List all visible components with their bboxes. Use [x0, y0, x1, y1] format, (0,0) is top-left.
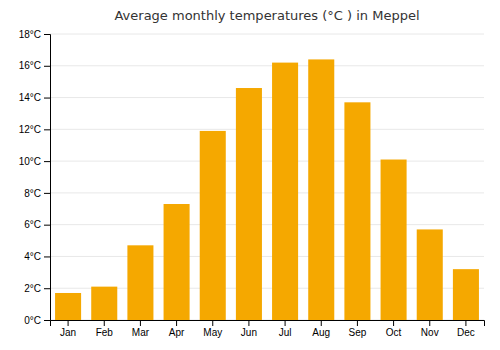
- tick-mark: [176, 320, 177, 326]
- grid-line: [50, 65, 484, 66]
- tick: Nov: [421, 320, 439, 338]
- tick-label: Jan: [60, 327, 76, 338]
- tick: 0°C: [24, 315, 50, 326]
- tick-label: Jul: [279, 327, 292, 338]
- tick: 6°C: [24, 219, 50, 230]
- tick-mark: [321, 320, 322, 326]
- tick: Oct: [386, 320, 402, 338]
- bar: [272, 63, 298, 320]
- tick-mark: [44, 256, 50, 257]
- tick: May: [203, 320, 222, 338]
- tick-mark: [44, 34, 50, 35]
- grid-line: [50, 161, 484, 162]
- tick-label: Sep: [349, 327, 367, 338]
- tick-mark: [357, 320, 358, 326]
- tick-mark: [104, 320, 105, 326]
- tick-label: 8°C: [24, 188, 41, 199]
- grid: [50, 34, 484, 320]
- tick-label: Mar: [132, 327, 150, 338]
- tick: 16°C: [19, 60, 50, 71]
- tick-label: 18°C: [19, 29, 41, 40]
- tick: Apr: [169, 320, 185, 338]
- grid-line: [50, 97, 484, 98]
- bar: [236, 88, 262, 320]
- bar: [453, 269, 479, 320]
- chart: 0°C 2°C 4°C 6°C 8°C 10°C 12°C 14°C 16°C 18°C Jan Fe…: [0, 0, 500, 350]
- tick-label: Apr: [169, 327, 185, 338]
- tick-label: May: [203, 327, 222, 338]
- tick: Aug: [312, 320, 330, 338]
- tick: Jun: [241, 320, 257, 338]
- tick-mark: [44, 225, 50, 226]
- axis-line: [51, 321, 485, 327]
- tick-mark: [140, 320, 141, 326]
- bar: [91, 287, 117, 320]
- bar: [381, 160, 407, 320]
- grid-line: [50, 192, 484, 193]
- tick-mark: [429, 320, 430, 326]
- tick-label: 14°C: [19, 92, 41, 103]
- tick: Jan: [60, 320, 76, 338]
- tick: Sep: [349, 320, 367, 338]
- tick-label: Aug: [312, 327, 330, 338]
- tick: 8°C: [24, 188, 50, 199]
- tick: 4°C: [24, 251, 50, 262]
- bars: [55, 59, 479, 320]
- tick-mark: [44, 161, 50, 162]
- tick-mark: [44, 129, 50, 130]
- bar: [417, 229, 443, 320]
- tick-label: Jun: [241, 327, 257, 338]
- tick: 12°C: [19, 124, 50, 135]
- tick-label: 6°C: [24, 219, 41, 230]
- tick-label: Oct: [386, 327, 402, 338]
- tick: Mar: [132, 320, 150, 338]
- title: Average monthly temperatures (°C ) in Me…: [114, 8, 419, 23]
- tick-label: 10°C: [19, 156, 41, 167]
- y-axis: 0°C 2°C 4°C 6°C 8°C 10°C 12°C 14°C 16°C 18°C: [19, 29, 51, 326]
- tick: 14°C: [19, 92, 50, 103]
- bar: [308, 59, 334, 320]
- tick-label: 0°C: [24, 315, 41, 326]
- tick-mark: [285, 320, 286, 326]
- grid-line: [50, 129, 484, 130]
- tick-label: 4°C: [24, 251, 41, 262]
- tick-mark: [44, 288, 50, 289]
- tick-mark: [44, 66, 50, 67]
- axis-line: [44, 35, 51, 321]
- tick-label: 12°C: [19, 124, 41, 135]
- tick: Dec: [457, 320, 475, 338]
- tick: Feb: [96, 320, 114, 338]
- tick-mark: [465, 320, 466, 326]
- tick-mark: [393, 320, 394, 326]
- bar: [127, 245, 153, 320]
- grid-line: [50, 224, 484, 225]
- bar: [164, 204, 190, 320]
- tick-label: Dec: [457, 327, 475, 338]
- bar: [55, 293, 81, 320]
- bar: [200, 131, 226, 320]
- plot: 0°C 2°C 4°C 6°C 8°C 10°C 12°C 14°C 16°C 18°C Jan Fe…: [19, 29, 485, 338]
- tick-label: Feb: [96, 327, 114, 338]
- grid-line: [50, 34, 484, 35]
- tick-label: Nov: [421, 327, 439, 338]
- tick-mark: [212, 320, 213, 326]
- x-axis: Jan Feb Mar Apr May Jun Jul Aug Sep Oct Nov Dec: [51, 320, 485, 338]
- tick-mark: [44, 193, 50, 194]
- tick-mark: [68, 320, 69, 326]
- tick-mark: [44, 98, 50, 99]
- tick-mark: [248, 320, 249, 326]
- tick: 2°C: [24, 283, 50, 294]
- tick: 18°C: [19, 29, 50, 40]
- tick-mark: [44, 320, 50, 321]
- tick-label: 2°C: [24, 283, 41, 294]
- bar: [344, 102, 370, 320]
- tick: Jul: [279, 320, 292, 338]
- tick-label: 16°C: [19, 60, 41, 71]
- tick: 10°C: [19, 156, 50, 167]
